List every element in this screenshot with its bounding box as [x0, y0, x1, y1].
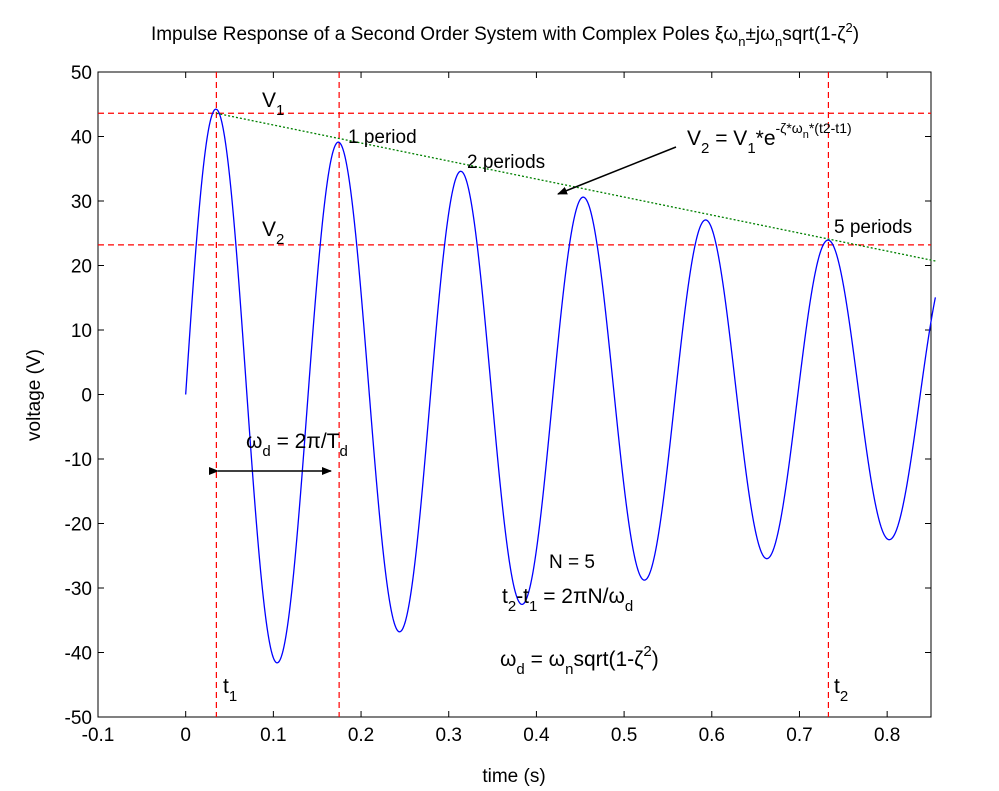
- v2-label: V2: [262, 218, 284, 248]
- y-tick-label: 40: [71, 128, 92, 149]
- x-tick-label: 0.1: [260, 725, 286, 746]
- v1-label: V1: [262, 89, 284, 119]
- x-tick-label: 0.4: [523, 725, 550, 746]
- y-tick-label: 20: [71, 257, 92, 278]
- omega-d-formula: ωd = ωnsqrt(1-ζ2): [500, 643, 659, 678]
- x-axis-ticks: -0.1 0 0.1 0.2 0.3 0.4 0.5 0.6 0.7 0.8: [82, 72, 900, 746]
- y-tick-label: -20: [65, 515, 92, 536]
- x-axis-label: time (s): [482, 766, 545, 787]
- one-period-label: 1 period: [348, 127, 417, 148]
- t1-label: t1: [223, 675, 237, 705]
- y-tick-label: -10: [65, 450, 92, 471]
- chart-title: Impulse Response of a Second Order Syste…: [151, 20, 859, 49]
- x-tick-label: 0.3: [436, 725, 462, 746]
- y-axis-label: voltage (V): [24, 349, 45, 441]
- envelope-formula: V2 = V1*e-ζ*ωn*(t2-t1): [687, 120, 852, 157]
- y-tick-label: 0: [81, 386, 92, 407]
- t2-label: t2: [834, 675, 848, 705]
- x-tick-label: 0.6: [699, 725, 725, 746]
- y-tick-label: -50: [65, 708, 92, 729]
- y-tick-label: 50: [71, 63, 92, 84]
- x-tick-label: -0.1: [82, 725, 115, 746]
- y-tick-label: 30: [71, 192, 92, 213]
- t-diff-formula: t2-t1 = 2πN/ωd: [502, 585, 633, 615]
- y-axis-ticks: -50 -40 -30 -20 -10 0 10 20 30 40 50: [65, 63, 931, 729]
- impulse-response-line: [185, 108, 937, 664]
- x-tick-label: 0.7: [786, 725, 812, 746]
- formula-arrow: [557, 146, 677, 195]
- reference-lines: [98, 72, 931, 717]
- two-periods-label: 2 periods: [467, 152, 545, 173]
- x-tick-label: 0.2: [348, 725, 374, 746]
- y-tick-label: -30: [65, 579, 92, 600]
- plot-area: [97, 71, 932, 718]
- y-tick-label: 10: [71, 321, 92, 342]
- x-tick-label: 0.8: [874, 725, 900, 746]
- five-periods-label: 5 periods: [834, 217, 912, 238]
- x-tick-label: 0: [180, 725, 191, 746]
- x-tick-label: 0.5: [611, 725, 637, 746]
- y-tick-label: -40: [65, 644, 92, 665]
- n-label: N = 5: [549, 552, 595, 573]
- omega-d-label: ωd = 2π/Td: [246, 430, 348, 460]
